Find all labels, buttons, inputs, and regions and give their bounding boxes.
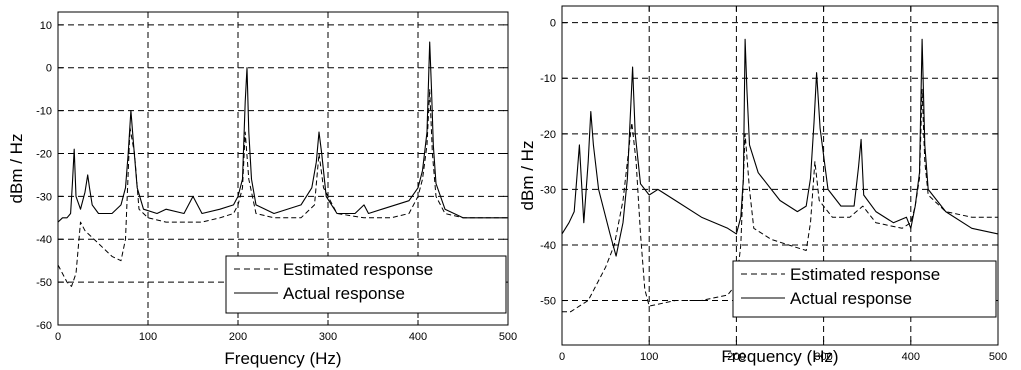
x-tick-label: 400 bbox=[409, 331, 427, 343]
legend-label: Actual response bbox=[790, 289, 912, 308]
x-tick-label: 300 bbox=[319, 331, 337, 343]
y-tick-label: -40 bbox=[540, 240, 556, 252]
y-tick-label: 10 bbox=[40, 20, 52, 32]
y-tick-label: -30 bbox=[36, 191, 52, 203]
x-tick-label: 0 bbox=[559, 351, 565, 363]
plot-frame bbox=[57, 11, 509, 326]
y-tick-label: -50 bbox=[540, 296, 556, 308]
x-tick-label: 300 bbox=[814, 351, 832, 363]
x-axis-label: Frequency (Hz) bbox=[721, 347, 838, 366]
legend-box bbox=[732, 260, 997, 318]
y-tick-label: 0 bbox=[46, 63, 52, 75]
y-tick-label: -50 bbox=[36, 277, 52, 289]
x-axis-label: Frequency (Hz) bbox=[224, 349, 341, 368]
y-axis-label: dBm / Hz bbox=[518, 141, 537, 211]
y-tick-label: -40 bbox=[36, 234, 52, 246]
legend-label: Estimated response bbox=[283, 260, 433, 279]
chart-right: 0 100 200 300 400 500 0 -10 -20 -30 -40 -50 Frequenc… bbox=[518, 5, 1007, 366]
estimated-response-line bbox=[57, 88, 508, 287]
x-tick-label: 200 bbox=[727, 351, 745, 363]
y-axis-label: dBm / Hz bbox=[7, 134, 26, 204]
x-tick-label: 400 bbox=[902, 351, 920, 363]
y-tick-label: -60 bbox=[36, 320, 52, 332]
actual-response-line bbox=[561, 38, 999, 257]
x-tick-label: 500 bbox=[499, 331, 517, 343]
estimated-response-line bbox=[562, 88, 998, 313]
legend-label: Estimated response bbox=[790, 265, 940, 284]
legend-label: Actual response bbox=[283, 284, 405, 303]
y-tick-label: -20 bbox=[540, 129, 556, 141]
y-tick-label: -10 bbox=[36, 106, 52, 118]
plot-frame bbox=[561, 5, 999, 346]
legend-box bbox=[225, 255, 507, 314]
x-tick-label: 200 bbox=[229, 331, 247, 343]
chart-left: 0 100 200 300 400 500100-10-20-30-40-50-60Fre… bbox=[7, 11, 517, 368]
x-tick-label: 0 bbox=[55, 331, 61, 343]
x-tick-label: 100 bbox=[139, 331, 157, 343]
y-tick-label: -30 bbox=[540, 184, 556, 196]
y-tick-label: -20 bbox=[36, 148, 52, 160]
x-tick-label: 100 bbox=[640, 351, 658, 363]
actual-response-line bbox=[57, 41, 508, 223]
x-tick-label: 500 bbox=[989, 351, 1007, 363]
y-tick-label: 0 bbox=[550, 18, 556, 30]
y-tick-label: -10 bbox=[540, 73, 556, 85]
